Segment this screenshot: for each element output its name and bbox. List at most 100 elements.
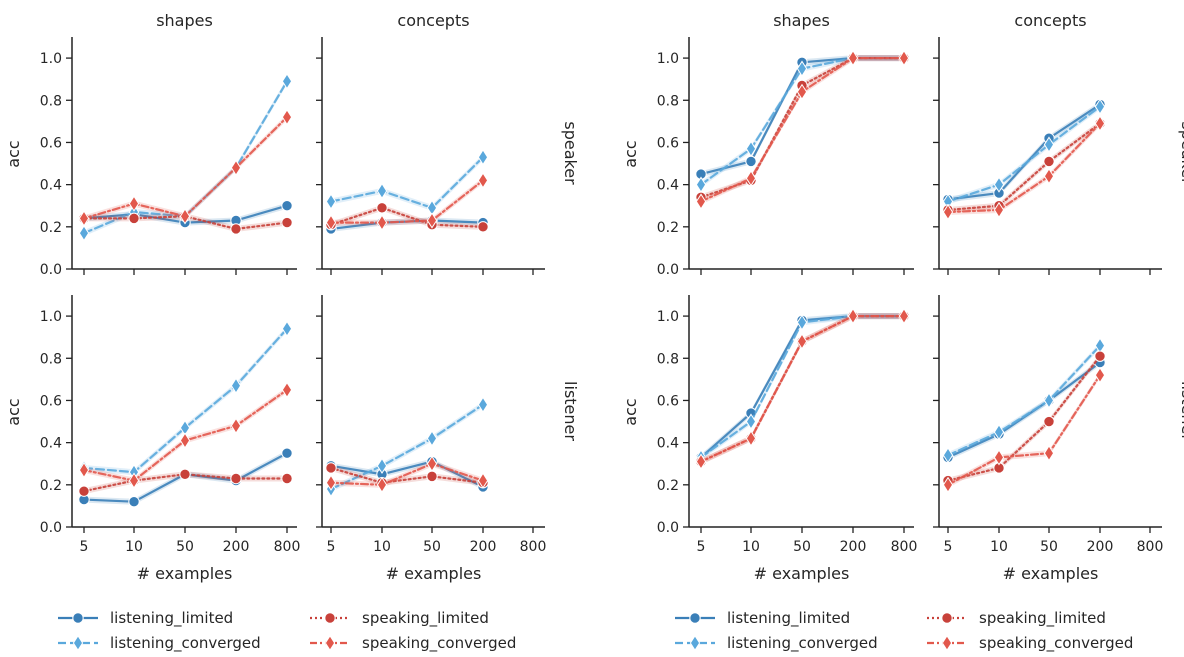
data-point <box>281 73 293 90</box>
x-tick-label: 50 <box>1040 539 1058 555</box>
y-tick-label: 0.4 <box>40 178 62 194</box>
data-point <box>993 449 1005 466</box>
data-point <box>796 333 808 350</box>
x-tick-label: 10 <box>125 539 143 555</box>
figure-right: 0.0 0.2 0.4 0.6 0.8 1.0 shapes acc concepts speak… <box>621 11 1184 653</box>
x-tick-label: 5 <box>327 539 336 555</box>
data-point <box>281 216 293 229</box>
data-point <box>179 208 191 225</box>
series-line <box>946 374 1102 486</box>
data-point <box>1043 136 1055 153</box>
series-line <box>329 403 485 491</box>
data-point <box>745 140 757 157</box>
series-speaking_converged <box>942 115 1106 221</box>
y-tick-label: 0.6 <box>657 135 679 151</box>
legend-item-speaking_converged: speaking_converged <box>310 634 516 653</box>
data-point <box>695 453 707 470</box>
y-tick-label: 1.0 <box>40 309 62 325</box>
panel-concepts-listener: 5 10 50 200 800 listener # examples <box>316 295 580 583</box>
y-tick-label: 1.0 <box>657 309 679 325</box>
data-point <box>281 200 293 212</box>
y-tick-label: 0.0 <box>657 262 679 278</box>
series-listening_converged <box>695 307 910 466</box>
data-point <box>325 214 337 231</box>
legend-item-speaking_limited: speaking_limited <box>927 609 1106 628</box>
y-tick-label: 0.4 <box>657 178 679 194</box>
series-line <box>946 122 1102 214</box>
data-point <box>993 201 1005 219</box>
data-point <box>1043 415 1055 428</box>
y-tick-label: 0.2 <box>40 220 62 236</box>
data-point <box>993 423 1005 441</box>
data-point <box>745 413 757 430</box>
confidence-band <box>84 325 287 476</box>
series-speaking_converged <box>325 172 489 231</box>
x-tick-label: 200 <box>840 539 867 555</box>
legend: listening_limited listening_converged spea… <box>58 609 516 653</box>
data-point <box>230 377 242 394</box>
data-point <box>1094 98 1106 115</box>
confidence-band <box>701 55 904 201</box>
data-point <box>942 203 954 221</box>
panel-concepts-speaker: concepts speaker <box>933 11 1184 275</box>
confidence-band <box>948 372 1100 488</box>
series-listening_converged <box>325 396 489 498</box>
data-point <box>179 432 191 449</box>
legend-item-listening_converged: listening_converged <box>675 634 878 653</box>
data-point <box>847 49 859 67</box>
series-listening_converged <box>78 320 293 481</box>
data-point <box>78 210 90 227</box>
confidence-band <box>84 114 287 222</box>
figure-left: 0.0 0.2 0.4 0.6 0.8 1.0 shapes acc concepts speak… <box>4 11 580 653</box>
y-axis-label: acc <box>4 140 23 167</box>
x-axis-label: # examples <box>754 564 850 583</box>
x-tick-label: 5 <box>697 539 706 555</box>
confidence-band <box>701 55 904 205</box>
panel-concepts-speaker: concepts speaker <box>316 11 580 275</box>
legend-label: listening_limited <box>727 609 850 628</box>
x-axis-label: # examples <box>386 564 482 583</box>
x-tick-label: 800 <box>274 539 301 555</box>
data-point <box>325 474 337 491</box>
data-point <box>477 396 489 413</box>
y-tick-label: 0.4 <box>40 436 62 452</box>
panel-shapes-listener: 0.0 0.2 0.4 0.6 0.8 1.0 5 10 50 200 800 acc # exampl… <box>4 295 300 583</box>
y-tick-label: 0.0 <box>657 520 679 536</box>
series-line <box>946 355 1102 482</box>
data-point <box>325 462 337 474</box>
x-tick-label: 5 <box>80 539 89 555</box>
data-point <box>281 320 293 337</box>
y-tick-label: 0.2 <box>40 478 62 494</box>
confidence-band <box>331 401 483 493</box>
confidence-band <box>948 103 1100 205</box>
legend-item-speaking_limited: speaking_limited <box>310 609 489 628</box>
data-point <box>898 307 910 325</box>
data-point <box>230 472 242 485</box>
x-tick-label: 50 <box>793 539 811 555</box>
data-point <box>376 214 388 231</box>
y-axis-label: acc <box>4 398 23 425</box>
y-tick-label: 0.2 <box>657 478 679 494</box>
data-point <box>796 314 808 331</box>
data-point <box>477 221 489 233</box>
y-tick-label: 0.8 <box>40 93 62 109</box>
y-tick-label: 0.6 <box>657 393 679 409</box>
panel-shapes-speaker: 0.0 0.2 0.4 0.6 0.8 1.0 shapes acc <box>621 11 914 278</box>
data-point <box>477 172 489 189</box>
confidence-band <box>331 458 483 490</box>
y-tick-label: 1.0 <box>657 51 679 67</box>
confidence-band <box>701 313 904 461</box>
legend-label: speaking_converged <box>362 634 516 653</box>
data-point <box>745 155 757 168</box>
series-line <box>329 206 485 228</box>
series-listening_converged <box>942 337 1106 464</box>
series-listening_converged <box>325 149 489 216</box>
data-point <box>128 495 140 508</box>
data-point <box>847 307 859 325</box>
data-point <box>942 476 954 493</box>
data-point <box>78 225 90 242</box>
series-speaking_converged <box>695 49 910 210</box>
series-speaking_converged <box>78 109 293 227</box>
series-line <box>329 460 485 489</box>
